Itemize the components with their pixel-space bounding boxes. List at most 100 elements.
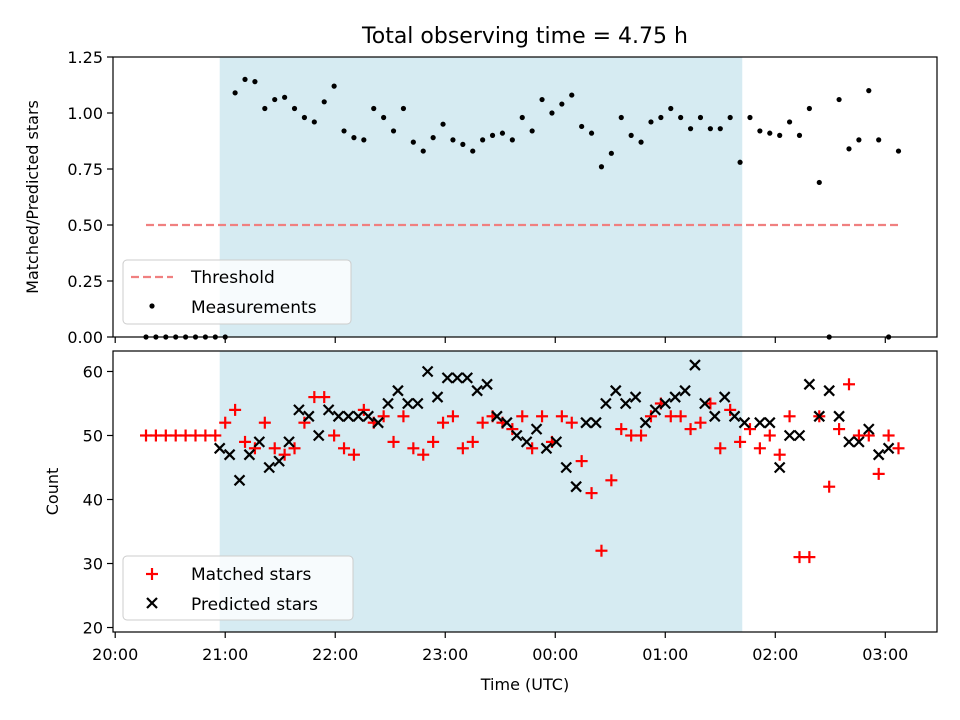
predicted-star-point: [431, 391, 444, 403]
predicted-star-point: [708, 410, 721, 423]
x-tick-label: 21:00: [202, 645, 248, 664]
predicted-star-point: [813, 410, 826, 423]
measurement-point: [846, 146, 852, 152]
y-tick-label: 50: [83, 426, 103, 445]
count-legend-box: [122, 555, 354, 621]
legend-measurements-swatch: [149, 303, 155, 309]
predicted-star-point: [441, 372, 454, 384]
matched-star-point: [763, 429, 776, 442]
predicted-star-point: [461, 372, 474, 384]
measurement-point: [341, 128, 347, 134]
predicted-star-point: [570, 480, 582, 493]
matched-star-point: [714, 442, 727, 455]
matched-star-point: [684, 423, 697, 436]
measurement-point: [727, 114, 733, 121]
measurement-point: [272, 96, 278, 103]
matched-star-point: [823, 480, 836, 493]
measurement-point: [311, 119, 317, 125]
measurement-point: [509, 137, 515, 143]
matched-star-point: [605, 474, 618, 487]
predicted-star-point: [520, 436, 533, 448]
measurement-point: [450, 137, 456, 143]
predicted-star-point: [659, 397, 672, 410]
matched-star-point: [526, 442, 539, 455]
matched-star-point: [417, 448, 430, 461]
matched-star-point: [734, 435, 747, 448]
predicted-star-point: [843, 436, 855, 448]
matched-star-point: [803, 551, 816, 564]
predicted-star-point: [481, 378, 493, 391]
measurement-point: [579, 123, 585, 130]
matched-star-point: [565, 416, 578, 429]
measurement-point: [796, 132, 803, 138]
predicted-star-point: [312, 429, 325, 442]
matched-star-point: [397, 410, 410, 423]
ratio-legend: Threshold Measurements: [122, 259, 352, 325]
predicted-star-point: [823, 384, 835, 397]
predicted-star-point: [803, 378, 816, 391]
matched-star-point: [516, 410, 529, 423]
matched-star-point: [239, 435, 252, 448]
y-tick-label: 0.75: [67, 160, 103, 179]
measurement-point: [282, 94, 288, 100]
measurement-point: [697, 114, 704, 121]
matched-star-point: [387, 435, 400, 448]
matched-star-point: [842, 378, 855, 391]
measurement-point: [598, 164, 605, 170]
matched-star-point: [882, 429, 895, 442]
measurement-point: [737, 159, 743, 165]
matched-star-point: [575, 455, 588, 468]
predicted-star-point: [580, 416, 592, 429]
measurement-point: [390, 128, 397, 134]
predicted-star-point: [491, 410, 503, 423]
matched-star-point: [268, 442, 281, 455]
measurement-point: [232, 90, 238, 96]
matched-star-point: [258, 416, 271, 429]
measurement-point: [410, 139, 416, 145]
predicted-star-point: [699, 397, 711, 410]
measurement-point: [351, 135, 357, 141]
measurement-point: [242, 76, 248, 82]
x-tick-label: 01:00: [642, 645, 688, 664]
predicted-star-point: [402, 397, 414, 410]
matched-star-point: [338, 442, 351, 455]
predicted-star-point: [793, 429, 806, 442]
measurement-point: [638, 139, 644, 145]
predicted-star-point: [679, 384, 691, 397]
matched-star-point: [833, 423, 846, 436]
matched-star-point: [407, 442, 420, 455]
legend-matched-swatch: [146, 568, 158, 580]
matched-star-point: [674, 410, 687, 423]
measurement-point: [499, 130, 506, 136]
measurement-point: [895, 148, 902, 154]
predicted-star-point: [283, 436, 295, 448]
x-tick-label: 00:00: [532, 645, 578, 664]
measurement-point: [470, 148, 476, 154]
measurement-point: [836, 96, 842, 103]
matched-star-point: [248, 442, 261, 455]
measurement-point: [420, 148, 426, 154]
x-axis-label: Time (UTC): [480, 675, 569, 694]
predicted-star-point: [501, 416, 513, 429]
x-tick-label: 03:00: [862, 645, 908, 664]
predicted-star-point: [213, 442, 226, 455]
matched-star-point: [278, 448, 291, 461]
predicted-star-point: [764, 416, 776, 429]
matched-star-point: [595, 544, 608, 557]
measurement-point: [400, 105, 407, 112]
matched-star-point: [743, 423, 756, 436]
matched-star-point: [615, 423, 628, 436]
matched-star-point: [328, 429, 341, 442]
measurement-point: [767, 130, 773, 136]
x-tick-label: 22:00: [312, 645, 358, 664]
matched-star-point: [437, 416, 450, 429]
predicted-star-point: [718, 391, 731, 403]
measurement-point: [301, 114, 308, 121]
measurement-point: [806, 105, 812, 112]
matched-star-point: [536, 410, 549, 423]
predicted-star-point: [629, 391, 642, 403]
matched-star-point: [773, 448, 786, 461]
predicted-star-point: [332, 410, 345, 423]
predicted-star-point: [863, 423, 875, 435]
ratio-plot-frame: [112, 56, 938, 338]
